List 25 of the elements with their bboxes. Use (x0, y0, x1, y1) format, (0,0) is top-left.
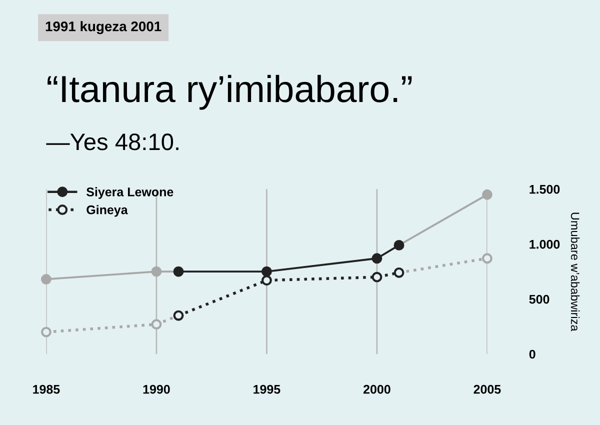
y-tick-label: 1.000 (530, 240, 560, 249)
point (40, 326, 52, 338)
y-tick-label: 500 (529, 294, 550, 304)
point (151, 319, 162, 330)
chart-subtitle: —Yes 48:10. (46, 134, 178, 150)
point (261, 266, 272, 277)
x-tick-label: 1990 (143, 384, 170, 394)
point (372, 272, 382, 282)
point (482, 253, 492, 264)
x-tick-label: 1985 (33, 384, 60, 394)
y-tick-label: 0 (529, 350, 536, 359)
point (482, 189, 492, 200)
x-tick-label: 2005 (474, 384, 501, 394)
point (151, 266, 162, 277)
point (372, 253, 382, 264)
text: 1991 kugeza 2001 (46, 21, 162, 34)
point (261, 275, 272, 286)
legend-label: Siyera Lewone (86, 187, 174, 199)
legend-label: Gineya (86, 205, 128, 217)
point (40, 274, 52, 284)
y-axis-title: Umubare w’ababwiriza (570, 212, 580, 332)
y-tick-label: 1.500 (530, 184, 560, 194)
x-tick-label: 1995 (254, 384, 280, 394)
chart-title: “Itanura ry’imibabaro.” (48, 74, 412, 110)
x-tick-label: 2000 (363, 384, 390, 394)
